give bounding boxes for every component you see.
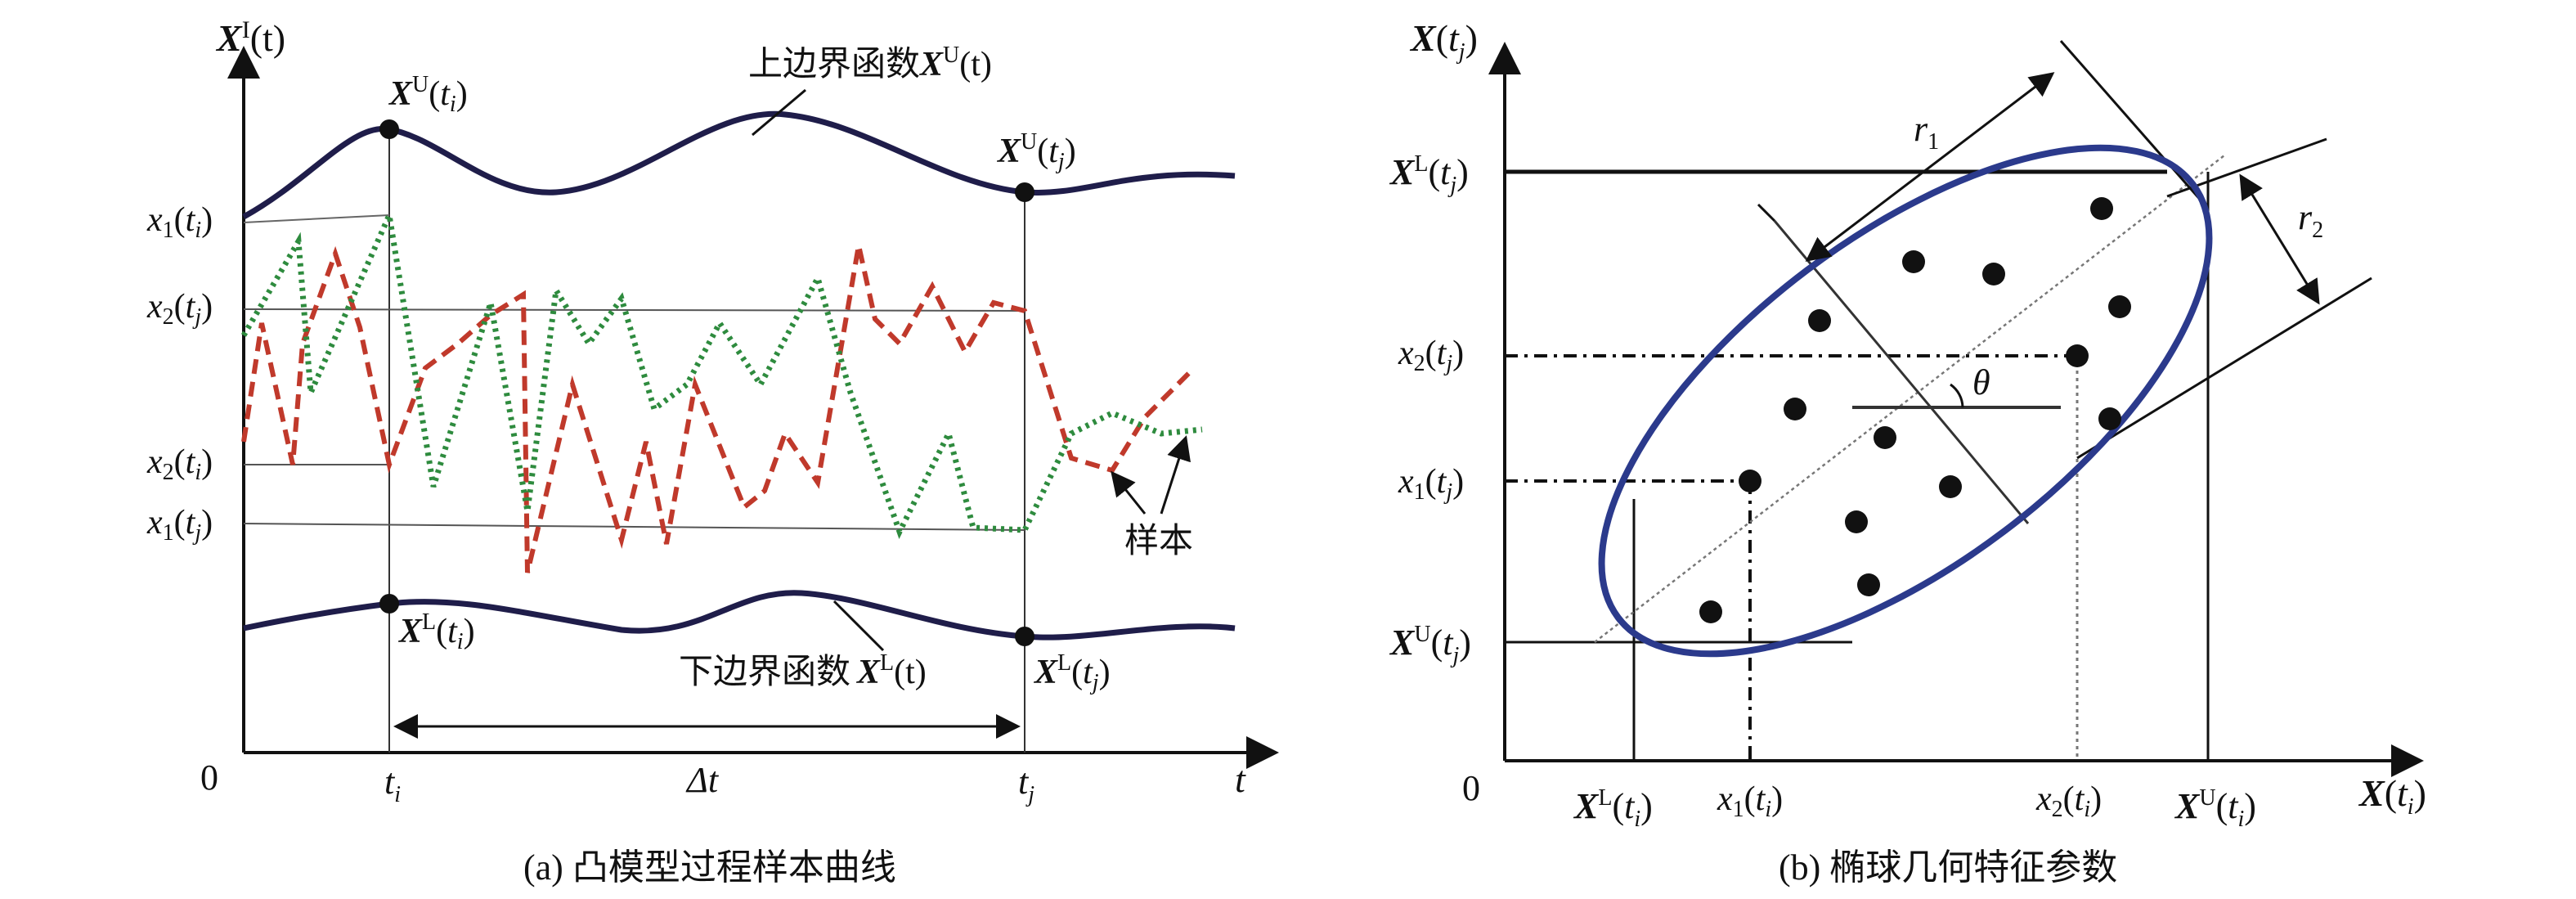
minor-axis [1773, 220, 2030, 524]
sample-point [1808, 309, 1831, 332]
panel-a-x-axis-label: t [1235, 758, 1246, 800]
upper-boundary-label: 上边界函数XU(t) [748, 43, 992, 83]
point-upper-tj [1015, 182, 1034, 202]
panel-b-y-axis-label: X(tj) [1409, 17, 1478, 65]
tick-delta-t: Δt [685, 760, 720, 800]
sample-point [1739, 470, 1761, 492]
r2-arrow [2239, 173, 2320, 305]
tick-XL-tj: XL(tj) [1389, 151, 1469, 198]
sample-point [1874, 426, 1896, 449]
sample-point [1857, 573, 1880, 596]
sample-point [1784, 398, 1806, 420]
ellipse [1598, 144, 2213, 658]
sample-point [2098, 407, 2121, 430]
sample-label: 样本 [1124, 520, 1193, 560]
sample-curve-red [241, 245, 1196, 573]
panel-b: X(tj) X(ti) 0 XL(tj) x2(tj) x1(tj) XU(tj… [1389, 17, 2426, 888]
sample-point [2108, 295, 2131, 318]
sample-point [1939, 475, 1962, 498]
sample-point [1699, 600, 1722, 623]
sample-point [2090, 197, 2113, 220]
panel-b-caption: (b) 椭球几何特征参数 [1779, 847, 2117, 888]
panel-a: XI(t) 0 t ti Δt tj x1(ti) x2(tj) x2(ti) … [146, 16, 1279, 888]
sample-point [1902, 250, 1925, 273]
upper-label-leader [752, 88, 806, 137]
lower-label-leader [832, 600, 885, 652]
r1-label: r1 [1914, 109, 1939, 155]
point-lower-ti [379, 594, 399, 614]
panel-b-x-axis-label: X(ti) [2358, 772, 2426, 820]
tick-XL-ti: XL(ti) [1573, 785, 1653, 832]
lower-boundary-label: 下边界函数 XL(t) [679, 650, 927, 691]
tangent-line-lower [2076, 276, 2372, 460]
tick-x1-tj-b: x1(tj) [1398, 463, 1464, 505]
sample-arrow-1 [1111, 470, 1147, 515]
tick-x1-ti-b: x1(ti) [1717, 780, 1783, 822]
panel-a-y-axis-label: XI(t) [215, 16, 285, 60]
label-upper-ti: XU(ti) [388, 72, 468, 117]
label-lower-tj: XL(tj) [1033, 650, 1111, 695]
point-upper-ti [379, 119, 399, 139]
tick-XU-ti: XU(ti) [2174, 785, 2256, 832]
r1-extension-b [1757, 203, 1776, 223]
point-lower-tj [1015, 627, 1034, 646]
r1-arrow [1805, 72, 2055, 262]
guide-x1-ti [243, 214, 390, 223]
sample-point [1982, 263, 2005, 285]
panel-a-caption: (a) 凸模型过程样本曲线 [523, 847, 896, 888]
tick-x1-ti: x1(ti) [146, 201, 213, 243]
panel-a-origin: 0 [200, 757, 218, 798]
r1-extension [2059, 40, 2210, 209]
sample-point [1845, 510, 1868, 533]
label-lower-ti: XL(ti) [397, 609, 475, 654]
label-upper-tj: XU(tj) [996, 129, 1076, 174]
r2-label: r2 [2298, 197, 2323, 243]
theta-label: θ [1972, 362, 1990, 402]
tick-x2-tj: x2(tj) [146, 288, 213, 330]
tick-XU-tj: XU(tj) [1389, 622, 1471, 668]
sample-point [2066, 344, 2089, 367]
major-axis [1594, 155, 2225, 643]
tick-tj: tj [1018, 762, 1034, 807]
guide-x2-tj [243, 308, 1025, 312]
tick-x2-tj-b: x2(tj) [1398, 335, 1464, 376]
sample-curve-green [240, 205, 1203, 539]
tick-ti: ti [384, 762, 401, 807]
sample-arrow-2 [1160, 435, 1191, 515]
tick-x1-tj: x1(tj) [146, 504, 213, 546]
theta-arc [1950, 383, 1964, 408]
panel-b-origin: 0 [1462, 768, 1480, 808]
guide-x1-tj [243, 523, 1025, 531]
tick-x2-ti-b: x2(ti) [2035, 780, 2102, 822]
ellipse-sample-points [1699, 197, 2131, 623]
tick-x2-ti: x2(ti) [146, 443, 213, 485]
